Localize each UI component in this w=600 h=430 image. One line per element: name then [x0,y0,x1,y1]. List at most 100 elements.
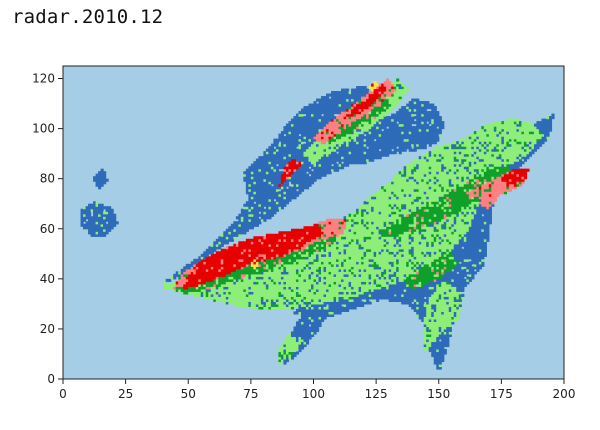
heatmap-cell-light [290,276,295,280]
heatmap-cell-light [386,263,390,267]
heatmap-cell-light [378,221,382,225]
heatmap-cell-light [263,288,267,292]
heatmap-cell-low [318,111,322,115]
heatmap-cell-low [93,223,97,227]
heatmap-cell-high_red [358,103,362,107]
heatmap-cell-light [356,291,360,295]
heatmap-cell-low [388,136,392,140]
heatmap-cell-light [285,296,290,300]
heatmap-cell-light [278,303,282,307]
heatmap-cell-low [313,313,317,317]
heatmap-cell-mid [313,243,317,247]
heatmap-cell-low [300,311,305,315]
heatmap-cell-low [378,128,382,132]
heatmap-cell-light [316,251,320,255]
heatmap-cell-low [253,183,257,187]
heatmap-cell-light [351,278,355,282]
heatmap-cell-light [338,238,342,242]
heatmap-cell-low [386,296,390,300]
heatmap-cell-light [341,248,345,252]
heatmap-cell-high_pink [260,253,264,257]
heatmap-cell-low [250,198,254,202]
heatmap-cell-light [343,276,347,280]
heatmap-cell-low [361,143,365,147]
heatmap-cell-high_red [230,246,234,250]
heatmap-cell-low [260,166,264,170]
heatmap-cell-high_red [200,258,204,262]
heatmap-cell-light [388,193,392,197]
heatmap-cell-light [326,268,330,272]
heatmap-cell-light [388,186,392,190]
heatmap-cell-light [388,106,392,110]
heatmap-cell-low [351,141,355,145]
heatmap-cell-low [290,121,295,125]
heatmap-cell-low [300,178,305,182]
heatmap-cell-low [275,198,280,202]
heatmap-cell-high_pink [323,231,327,235]
heatmap-cell-low [298,333,302,338]
heatmap-cell-light [356,213,360,217]
heatmap-cell-high_red [280,246,285,250]
heatmap-cell-high_pink [305,231,310,235]
heatmap-cell-high_red [363,106,367,110]
heatmap-cell-mid [280,256,285,260]
heatmap-cell-low [240,211,244,215]
heatmap-cell-light [280,346,285,350]
heatmap-cell-light [326,263,330,267]
heatmap-cell-low [245,228,249,232]
heatmap-cell-low [93,228,97,232]
heatmap-cell-light [386,183,390,187]
heatmap-cell-light [348,231,352,235]
heatmap-cell-light [270,306,275,310]
heatmap-cell-low [396,141,400,145]
heatmap-cell-low [245,226,249,230]
heatmap-cell-mid [295,301,300,305]
heatmap-cell-high_red [310,226,315,230]
heatmap-cell-high_red [343,116,347,120]
heatmap-cell-mid [348,128,352,132]
heatmap-cell-light [323,258,327,262]
heatmap-cell-low [80,218,84,222]
heatmap-cell-mid [178,286,182,290]
heatmap-cell-light [363,248,367,252]
heatmap-cell-light [376,281,380,285]
heatmap-cell-high_pink [183,271,187,275]
heatmap-cell-light [373,236,377,240]
heatmap-cell-light [100,223,104,227]
heatmap-cell-light [240,288,244,292]
heatmap-cell-light [275,188,280,192]
heatmap-cell-low [93,221,97,225]
heatmap-cell-low [356,91,360,95]
heatmap-cell-mid [386,226,390,230]
heatmap-cell-light [263,296,267,300]
heatmap-cell-mid [336,133,340,137]
heatmap-cell-low [300,333,305,338]
heatmap-cell-light [243,281,247,285]
heatmap-cell-light [381,211,385,215]
heatmap-cell-light [283,353,287,358]
heatmap-cell-high_pink [326,221,330,225]
heatmap-cell-high_pink [338,116,342,120]
heatmap-cell-light [391,203,395,207]
heatmap-cell-low [93,178,97,182]
heatmap-cell-light [393,206,397,210]
heatmap-cell-mid [278,256,282,260]
heatmap-cell-light [331,258,335,262]
heatmap-cell-high_red [210,263,214,267]
heatmap-cell-low [255,206,259,210]
heatmap-cell-light [383,241,387,245]
heatmap-cell-peak [255,263,259,267]
heatmap-cell-low [253,188,257,192]
heatmap-cell-light [250,301,254,305]
heatmap-cell-light [288,273,292,277]
heatmap-cell-high_red [198,263,202,267]
heatmap-cell-low [321,108,325,112]
heatmap-cell-high_red [203,281,207,285]
heatmap-cell-low [255,183,259,187]
heatmap-cell-light [258,303,262,307]
heatmap-cell-high_red [275,251,280,255]
heatmap-cell-low [260,176,264,180]
heatmap-cell-mid [213,298,217,302]
heatmap-cell-low [383,123,387,127]
heatmap-cell-high_pink [240,251,244,255]
